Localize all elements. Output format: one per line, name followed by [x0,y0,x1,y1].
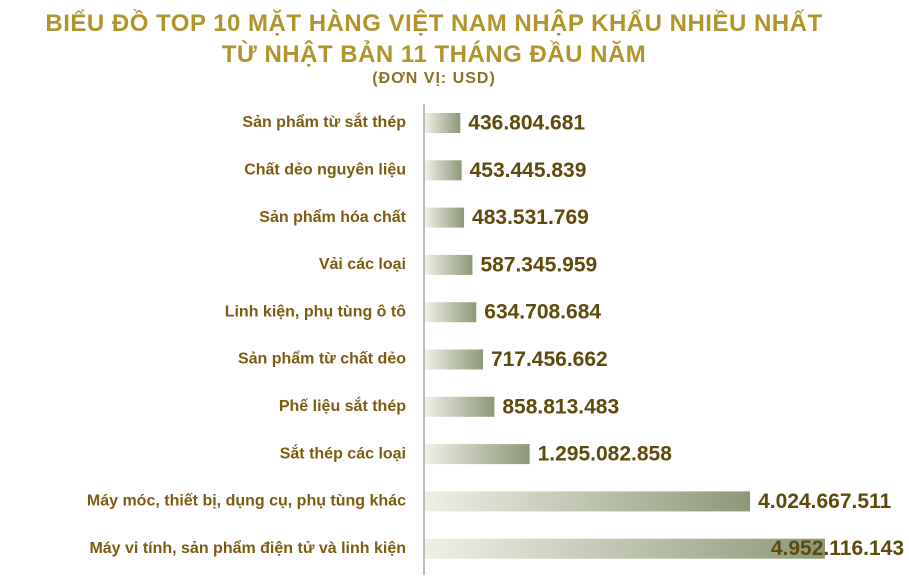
bar [425,444,530,465]
chart-subtitle: (ĐƠN VỊ: USD) [372,70,496,87]
bar [425,254,473,275]
value-label: 483.531.769 [472,206,589,229]
category-label: Chất dẻo nguyên liệu [244,162,406,179]
value-label: 858.813.483 [502,395,619,418]
value-label: 634.708.684 [484,301,601,324]
bar [425,302,477,323]
value-label: 453.445.839 [470,159,587,182]
category-label: Phế liệu sắt thép [279,396,406,415]
category-label: Sản phẩm từ sắt thép [242,112,406,131]
value-label: 4.024.667.511 [758,490,891,513]
bar [425,207,465,228]
category-label: Sắt thép các loại [280,443,406,462]
value-label: 717.456.662 [491,348,608,371]
category-label: Vải các loại [319,256,406,273]
category-label: Sản phẩm từ chất dẻo [238,350,406,368]
bar [425,491,751,512]
value-label: 1.295.082.858 [538,443,673,466]
category-label: Sản phẩm hóa chất [259,208,406,226]
category-label: Linh kiện, phụ tùng ô tô [225,303,407,320]
bar [425,160,462,181]
value-label: 4.952.116.143 [771,537,904,560]
bar [425,113,461,133]
bar [425,538,825,559]
category-label: Máy móc, thiết bị, dụng cụ, phụ tùng khá… [87,493,406,510]
category-label: Máy vi tính, sản phẩm điện tử và linh ki… [89,539,406,557]
bar [425,396,495,417]
value-label: 436.804.681 [468,112,585,135]
value-label: 587.345.959 [480,253,597,276]
bar [425,349,483,370]
chart-title: BIỂU ĐỒ TOP 10 MẶT HÀNG VIỆT NAM NHẬP KH… [45,10,823,68]
